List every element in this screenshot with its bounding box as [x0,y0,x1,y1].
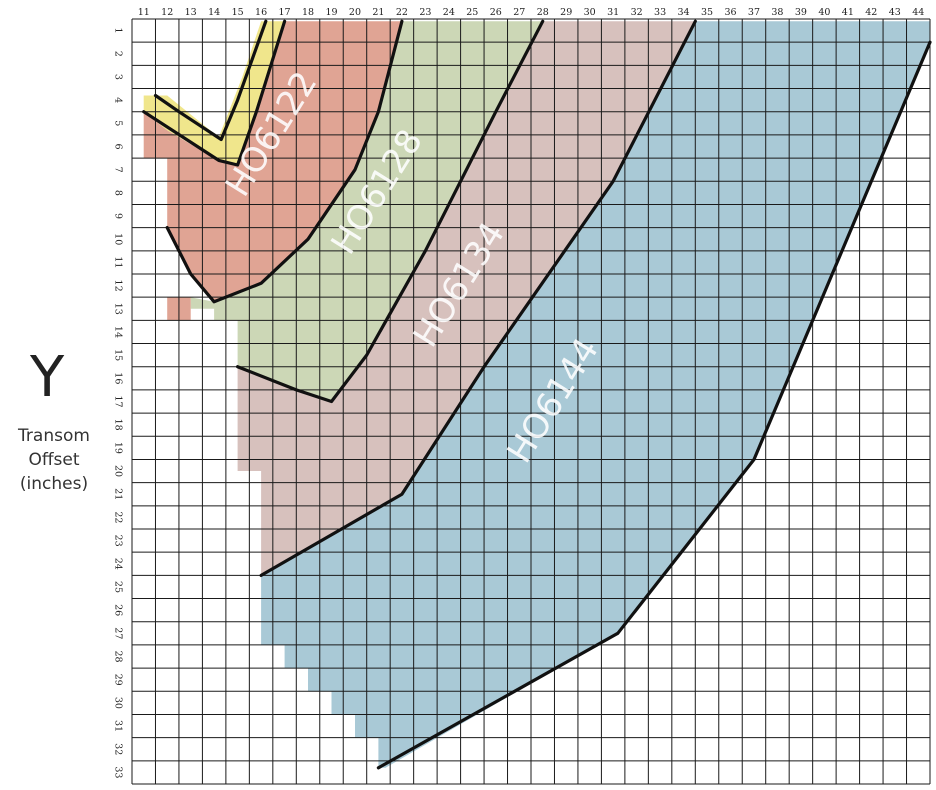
y-tick-label: 31 [113,720,124,732]
x-tick-label: 17 [279,7,291,18]
zone-ho6134 [237,21,696,576]
x-tick-label: 27 [513,7,525,18]
zone-boundaries [142,19,932,770]
x-tick-label: 21 [372,7,384,18]
y-tick-label: 24 [113,558,124,570]
y-tick-label: 12 [113,280,124,292]
zone-boundary-line [376,40,932,770]
x-tick-label: 29 [560,7,572,18]
zone-ho6144 [261,21,931,768]
x-tick-label: 41 [842,7,854,18]
x-tick-label: 44 [912,7,924,18]
y-axis-label: Transom Offset (inches) [6,424,102,496]
x-tick-label: 38 [771,7,783,18]
x-tick-label: 30 [584,7,596,18]
y-tick-label: 7 [113,167,124,173]
x-tick-label: 26 [490,7,502,18]
zone-boundary-line [142,19,287,167]
y-tick-label: 15 [113,349,124,361]
y-tick-label: 28 [113,650,124,662]
y-tick-label: 26 [113,604,124,616]
chart-grid [131,18,931,785]
y-axis-ticks: 1234567891011121314151617181920212223242… [113,28,124,779]
x-tick-label: 22 [396,7,408,18]
x-tick-label: 31 [607,7,619,18]
x-tick-label: 13 [185,7,197,18]
y-tick-label: 29 [113,674,124,686]
y-tick-label: 18 [113,419,124,431]
x-tick-label: 15 [232,7,244,18]
x-tick-label: 28 [537,7,549,18]
y-tick-label: 32 [113,743,124,755]
y-tick-label: 21 [113,488,124,500]
zone-boundary-line [259,19,697,578]
x-tick-label: 14 [208,7,220,18]
y-tick-label: 16 [113,372,124,384]
x-tick-label: 33 [654,7,666,18]
x-tick-label: 39 [795,7,807,18]
x-tick-label: 20 [349,7,361,18]
y-axis-label-line: Transom [18,426,90,446]
y-axis-letter: Y [30,345,65,410]
y-tick-label: 10 [113,233,124,245]
y-tick-label: 17 [113,395,124,407]
y-tick-label: 3 [113,74,124,80]
x-tick-label: 25 [466,7,478,18]
y-tick-label: 11 [113,256,124,268]
zone-boundary-line [153,19,268,142]
x-tick-label: 36 [724,7,736,18]
y-tick-label: 2 [113,51,124,57]
x-tick-label: 18 [302,7,314,18]
x-tick-label: 34 [678,7,690,18]
y-tick-label: 33 [113,766,124,778]
y-tick-label: 8 [113,190,124,196]
y-tick-label: 14 [113,326,124,338]
x-tick-label: 43 [889,7,901,18]
y-tick-label: 19 [113,442,124,454]
x-axis-ticks: 11 12 13 14 15 16 17 18 19 20 21 22 23 24 25 26 27 28 29 30… [138,7,925,18]
x-tick-label: 11 [138,7,150,18]
y-tick-label: 6 [113,143,124,149]
x-tick-label: 37 [748,7,760,18]
y-tick-label: 1 [113,28,124,34]
x-tick-label: 12 [161,7,173,18]
y-tick-label: 13 [113,303,124,315]
y-tick-label: 5 [113,120,124,126]
y-tick-label: 27 [113,627,124,639]
y-tick-label: 4 [113,97,124,103]
y-tick-label: 22 [113,511,124,523]
y-tick-label: 23 [113,535,124,547]
zone-boundary-line [236,19,545,404]
y-tick-label: 30 [113,697,124,709]
x-tick-label: 40 [818,7,830,18]
y-tick-label: 9 [113,213,124,219]
y-tick-label: 25 [113,581,124,593]
y-axis-label-line: (inches) [19,474,89,494]
x-tick-label: 23 [419,7,431,18]
y-axis-label-line: Offset [28,450,80,470]
x-tick-label: 16 [255,7,267,18]
zone-boundary-line [165,19,404,304]
y-tick-label: 20 [113,465,124,477]
x-tick-label: 42 [865,7,877,18]
x-tick-label: 24 [443,7,455,18]
x-tick-label: 32 [631,7,643,18]
x-tick-label: 35 [701,7,713,18]
x-tick-label: 19 [325,7,337,18]
